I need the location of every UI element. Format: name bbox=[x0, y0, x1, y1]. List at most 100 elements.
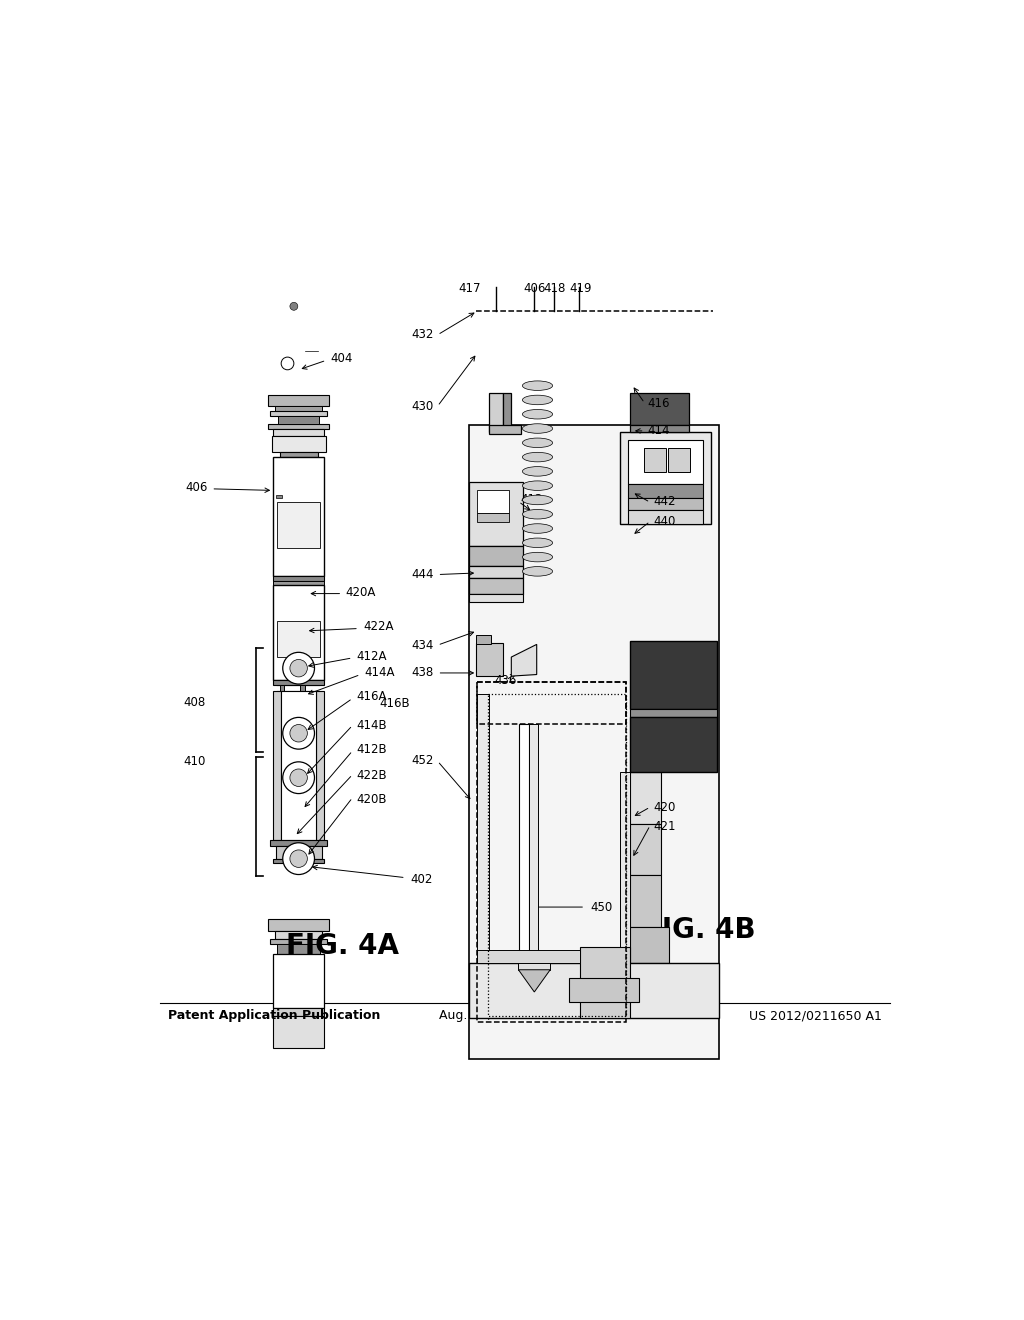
Ellipse shape bbox=[522, 424, 553, 433]
Polygon shape bbox=[273, 576, 324, 581]
Polygon shape bbox=[274, 407, 323, 411]
Polygon shape bbox=[278, 622, 321, 657]
Polygon shape bbox=[628, 499, 703, 511]
Polygon shape bbox=[278, 416, 319, 424]
Polygon shape bbox=[273, 692, 282, 841]
Polygon shape bbox=[282, 692, 316, 841]
Polygon shape bbox=[469, 578, 523, 594]
Polygon shape bbox=[477, 512, 509, 523]
Text: FIG. 4A: FIG. 4A bbox=[286, 932, 398, 960]
Polygon shape bbox=[518, 970, 550, 991]
Circle shape bbox=[290, 302, 298, 310]
Polygon shape bbox=[280, 453, 317, 457]
Ellipse shape bbox=[522, 495, 553, 504]
Ellipse shape bbox=[522, 466, 553, 477]
Polygon shape bbox=[270, 841, 328, 846]
Ellipse shape bbox=[522, 453, 553, 462]
Text: 420B: 420B bbox=[356, 792, 387, 805]
Ellipse shape bbox=[522, 438, 553, 447]
Text: 436: 436 bbox=[495, 675, 517, 688]
Polygon shape bbox=[630, 875, 662, 927]
Circle shape bbox=[290, 660, 307, 677]
Polygon shape bbox=[630, 717, 717, 772]
Polygon shape bbox=[273, 457, 324, 576]
Text: 402: 402 bbox=[411, 873, 433, 886]
Polygon shape bbox=[273, 1008, 324, 1016]
Text: 414A: 414A bbox=[365, 667, 395, 680]
Circle shape bbox=[290, 770, 307, 787]
Polygon shape bbox=[511, 644, 537, 676]
Polygon shape bbox=[270, 411, 328, 416]
Circle shape bbox=[290, 850, 307, 867]
Polygon shape bbox=[620, 433, 712, 524]
Polygon shape bbox=[271, 437, 326, 453]
Polygon shape bbox=[275, 846, 322, 858]
Polygon shape bbox=[489, 425, 521, 434]
Polygon shape bbox=[489, 393, 504, 433]
Text: 410: 410 bbox=[183, 755, 206, 768]
Text: 412A: 412A bbox=[356, 649, 387, 663]
Polygon shape bbox=[270, 939, 328, 944]
Polygon shape bbox=[300, 685, 305, 692]
Text: 412: 412 bbox=[520, 494, 543, 507]
Polygon shape bbox=[477, 491, 509, 512]
Text: 419: 419 bbox=[569, 282, 592, 296]
Polygon shape bbox=[268, 424, 329, 429]
Polygon shape bbox=[504, 393, 511, 433]
Text: 416: 416 bbox=[648, 396, 671, 409]
Polygon shape bbox=[620, 772, 630, 962]
Circle shape bbox=[283, 717, 314, 750]
Text: 416A: 416A bbox=[356, 690, 387, 704]
Ellipse shape bbox=[522, 510, 553, 519]
Polygon shape bbox=[268, 395, 329, 407]
Polygon shape bbox=[519, 723, 528, 970]
Ellipse shape bbox=[522, 524, 553, 533]
Ellipse shape bbox=[522, 409, 553, 418]
Polygon shape bbox=[630, 824, 662, 875]
Polygon shape bbox=[273, 581, 324, 585]
Text: 416B: 416B bbox=[380, 697, 411, 710]
Text: 418: 418 bbox=[543, 282, 565, 296]
Text: 438: 438 bbox=[412, 667, 433, 680]
Polygon shape bbox=[273, 585, 324, 680]
Polygon shape bbox=[273, 858, 324, 862]
Polygon shape bbox=[469, 594, 523, 602]
Polygon shape bbox=[469, 425, 719, 1060]
Polygon shape bbox=[630, 642, 717, 709]
Ellipse shape bbox=[522, 480, 553, 491]
Polygon shape bbox=[581, 946, 630, 1018]
Ellipse shape bbox=[522, 539, 553, 548]
Polygon shape bbox=[469, 962, 719, 1018]
Polygon shape bbox=[644, 449, 666, 473]
Polygon shape bbox=[628, 511, 703, 524]
Text: 450: 450 bbox=[590, 902, 612, 915]
Polygon shape bbox=[628, 484, 703, 499]
Text: Patent Application Publication: Patent Application Publication bbox=[168, 1010, 380, 1022]
Polygon shape bbox=[278, 502, 321, 548]
Text: Aug. 23, 2012  Sheet 3 of 6: Aug. 23, 2012 Sheet 3 of 6 bbox=[439, 1010, 610, 1022]
Polygon shape bbox=[469, 566, 523, 578]
Polygon shape bbox=[268, 919, 329, 931]
Polygon shape bbox=[477, 693, 489, 1016]
Polygon shape bbox=[469, 546, 523, 566]
Polygon shape bbox=[630, 393, 689, 425]
Circle shape bbox=[283, 842, 314, 875]
Text: 417: 417 bbox=[458, 282, 480, 296]
Polygon shape bbox=[273, 954, 324, 1008]
Text: 422A: 422A bbox=[362, 620, 393, 634]
Polygon shape bbox=[569, 978, 639, 1002]
Ellipse shape bbox=[522, 395, 553, 405]
Text: 414: 414 bbox=[648, 425, 671, 437]
Circle shape bbox=[282, 358, 294, 370]
Text: 440: 440 bbox=[653, 515, 676, 528]
Polygon shape bbox=[280, 685, 285, 692]
Polygon shape bbox=[275, 495, 282, 499]
Text: 408: 408 bbox=[183, 696, 206, 709]
Polygon shape bbox=[630, 709, 717, 717]
Polygon shape bbox=[274, 931, 323, 939]
Text: 406: 406 bbox=[185, 480, 207, 494]
Text: US 2012/0211650 A1: US 2012/0211650 A1 bbox=[749, 1010, 882, 1022]
Polygon shape bbox=[273, 1016, 324, 1048]
Text: 412B: 412B bbox=[356, 743, 387, 756]
Polygon shape bbox=[477, 950, 581, 962]
